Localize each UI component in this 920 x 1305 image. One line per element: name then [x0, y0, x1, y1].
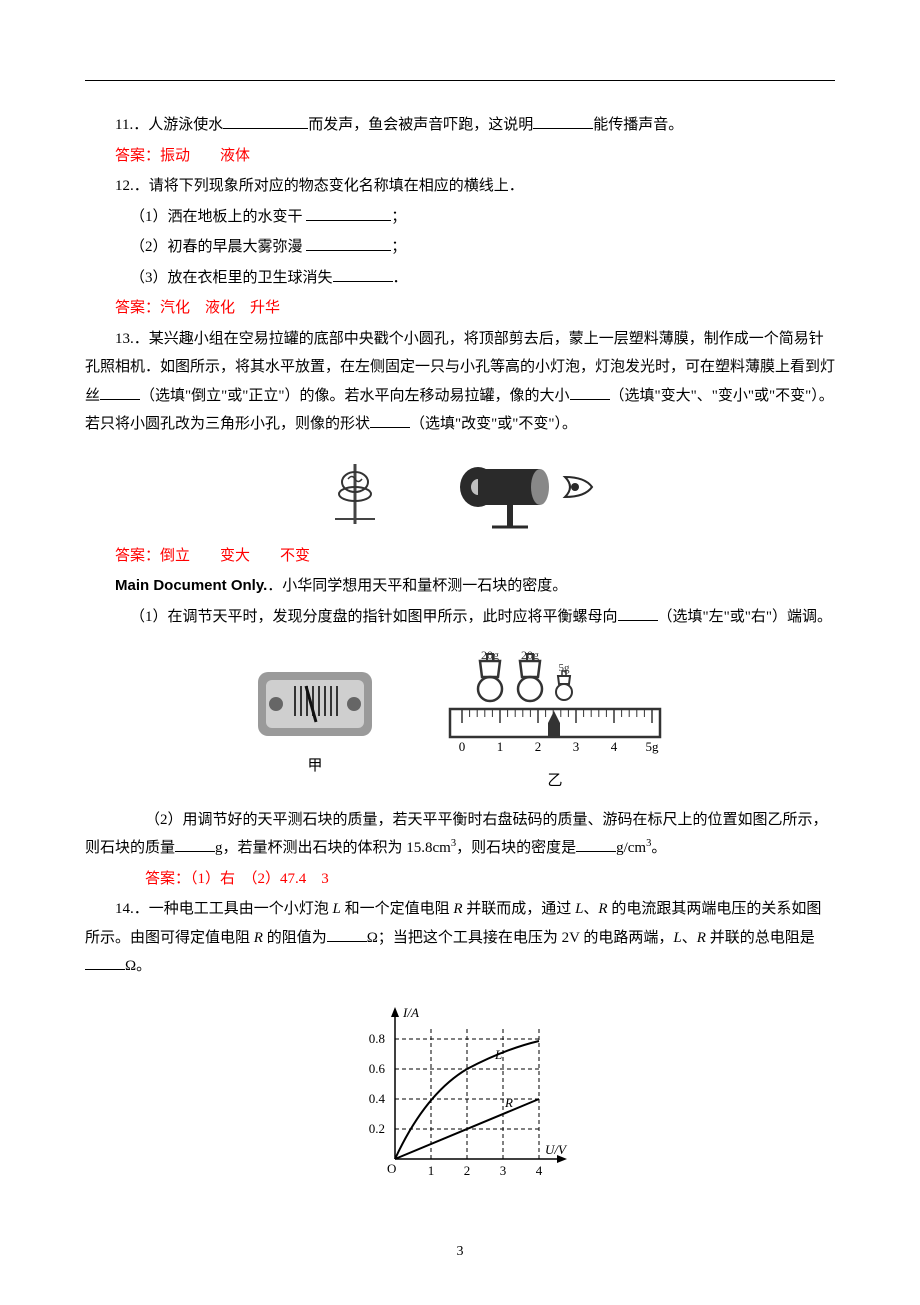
qmain-p1b: （选填"左"或"右"）端调。	[658, 609, 833, 625]
blank	[618, 604, 658, 621]
balance-scale-icon: 20g 20g 5g	[440, 649, 670, 759]
sL3: L	[673, 930, 681, 946]
q14-f: 的阻值为	[263, 930, 327, 946]
blank	[333, 265, 393, 282]
sR2: R	[598, 901, 607, 917]
q13-text: 13.．某兴趣小组在空易拉罐的底部中央戳个小圆孔，将顶部剪去后，蒙上一层塑料薄膜…	[85, 325, 835, 439]
q14-d: 、	[583, 901, 598, 917]
qmain-p1: （1）在调节天平时，发现分度盘的指针如图甲所示，此时应将平衡螺母向 （选填"左"或…	[85, 603, 835, 632]
blank	[100, 383, 140, 400]
main-prefix: Main Document Only.	[115, 577, 267, 594]
figure-jia: 甲	[250, 664, 380, 781]
t4: 4	[611, 739, 618, 754]
q13-b: （选填"倒立"或"正立"）的像。若水平向左移动易拉罐，像的大小	[140, 388, 570, 404]
q14-j: Ω。	[125, 958, 151, 974]
q11-answer: 答案：振动 液体	[85, 142, 835, 171]
blank	[570, 383, 610, 400]
q11-b: 而发声，鱼会被声音吓跑，这说明	[308, 117, 533, 133]
page-divider	[85, 80, 835, 81]
origin: O	[387, 1161, 396, 1176]
xlabel: U/V	[545, 1142, 568, 1157]
w3: 5g	[559, 662, 571, 674]
q11-a: 11.．人游泳使水	[115, 117, 223, 133]
x3: 3	[500, 1163, 507, 1178]
x1: 1	[428, 1163, 435, 1178]
qmain-p2d: g/cm	[616, 840, 646, 856]
q14-i: 并联的总电阻是	[706, 930, 815, 946]
sR3: R	[254, 930, 263, 946]
q14-g: Ω；当把这个工具接在电压为 2V 的电路两端，	[367, 930, 674, 946]
blank	[306, 204, 391, 221]
y3: 0.6	[369, 1061, 386, 1076]
sL: L	[333, 901, 341, 917]
q13-answer: 答案：倒立 变大 不变	[85, 542, 835, 571]
qmain-introtext: ．小华同学想用天平和量杯测一石块的密度。	[267, 578, 567, 594]
pinhole-camera-icon	[450, 457, 600, 532]
p: ；	[391, 209, 406, 225]
q13-d: （选填"改变"或"不变"）。	[410, 416, 577, 432]
label-yi: 乙	[547, 767, 562, 796]
blank	[576, 836, 616, 853]
p: ；	[391, 239, 406, 255]
t3: 3	[573, 739, 580, 754]
sR4: R	[697, 930, 706, 946]
figure-yi: 20g 20g 5g	[440, 649, 670, 796]
qmain-p1a: （1）在调节天平时，发现分度盘的指针如图甲所示，此时应将平衡螺母向	[130, 609, 618, 625]
blank	[306, 235, 391, 252]
blank	[175, 836, 215, 853]
page-number: 3	[85, 1239, 835, 1266]
balance-pointer-icon	[250, 664, 380, 744]
q14-h: 、	[682, 930, 697, 946]
blank	[533, 113, 593, 130]
label-jia: 甲	[307, 752, 322, 781]
blank	[370, 412, 410, 429]
qmain-p2b: g，若量杯测出石块的体积为 15.8cm	[215, 840, 451, 856]
q12-l2t: （2）初春的早晨大雾弥漫	[130, 239, 306, 255]
t5: 5g	[646, 739, 660, 754]
qmain-p2: （2）用调节好的天平测石块的质量，若天平平衡时右盘砝码的质量、游码在标尺上的位置…	[85, 806, 835, 863]
sR: R	[453, 901, 462, 917]
q12-l3: （3）放在衣柜里的卫生球消失 ．	[85, 264, 835, 293]
q14-c: 并联而成，通过	[463, 901, 576, 917]
y2: 0.4	[369, 1091, 386, 1106]
q14-b: 和一个定值电阻	[341, 901, 454, 917]
q11-c: 能传播声音。	[593, 117, 683, 133]
lL: L	[494, 1047, 502, 1062]
ylabel: I/A	[402, 1005, 419, 1020]
lamp-icon	[320, 459, 390, 529]
x4: 4	[536, 1163, 543, 1178]
blank	[223, 113, 308, 130]
qmain-p2e: 。	[651, 840, 666, 856]
blank	[85, 954, 125, 971]
t1: 1	[497, 739, 504, 754]
q14-text: 14.．一种电工工具由一个小灯泡 L 和一个定值电阻 R 并联而成，通过 L、R…	[85, 895, 835, 981]
y1: 0.2	[369, 1121, 385, 1136]
qmain-intro: Main Document Only.．小华同学想用天平和量杯测一石块的密度。	[85, 572, 835, 601]
lR: R	[504, 1095, 513, 1110]
qmain-p2c: ，则石块的密度是	[456, 840, 576, 856]
q12-l1t: （1）洒在地板上的水变干	[130, 209, 306, 225]
q14-a: 14.．一种电工工具由一个小灯泡	[115, 901, 333, 917]
qmain-figure: 甲 20g 20g 5g	[85, 649, 835, 796]
blank	[327, 925, 367, 942]
q13-figure	[85, 457, 835, 532]
x2: 2	[464, 1163, 471, 1178]
q12-intro: 12.．请将下列现象所对应的物态变化名称填在相应的横线上．	[85, 172, 835, 201]
t0: 0	[459, 739, 466, 754]
q12-l3t: （3）放在衣柜里的卫生球消失	[130, 270, 333, 286]
y4: 0.8	[369, 1031, 385, 1046]
iv-graph-icon: 0.2 0.4 0.6 0.8 1 2 3 4 O I/A U/V L R	[345, 999, 575, 1189]
qmain-answer: 答案：（1）右 （2）47.4 3	[85, 865, 835, 894]
q11-text: 11.．人游泳使水 而发声，鱼会被声音吓跑，这说明 能传播声音。	[85, 111, 835, 140]
p: ．	[393, 270, 408, 286]
q12-answer: 答案：汽化 液化 升华	[85, 294, 835, 323]
w2: 20g	[521, 649, 539, 662]
q12-l1: （1）洒在地板上的水变干 ；	[85, 203, 835, 232]
q14-figure: 0.2 0.4 0.6 0.8 1 2 3 4 O I/A U/V L R	[85, 999, 835, 1189]
q12-l2: （2）初春的早晨大雾弥漫 ；	[85, 233, 835, 262]
w1: 20g	[481, 649, 499, 662]
t2: 2	[535, 739, 542, 754]
